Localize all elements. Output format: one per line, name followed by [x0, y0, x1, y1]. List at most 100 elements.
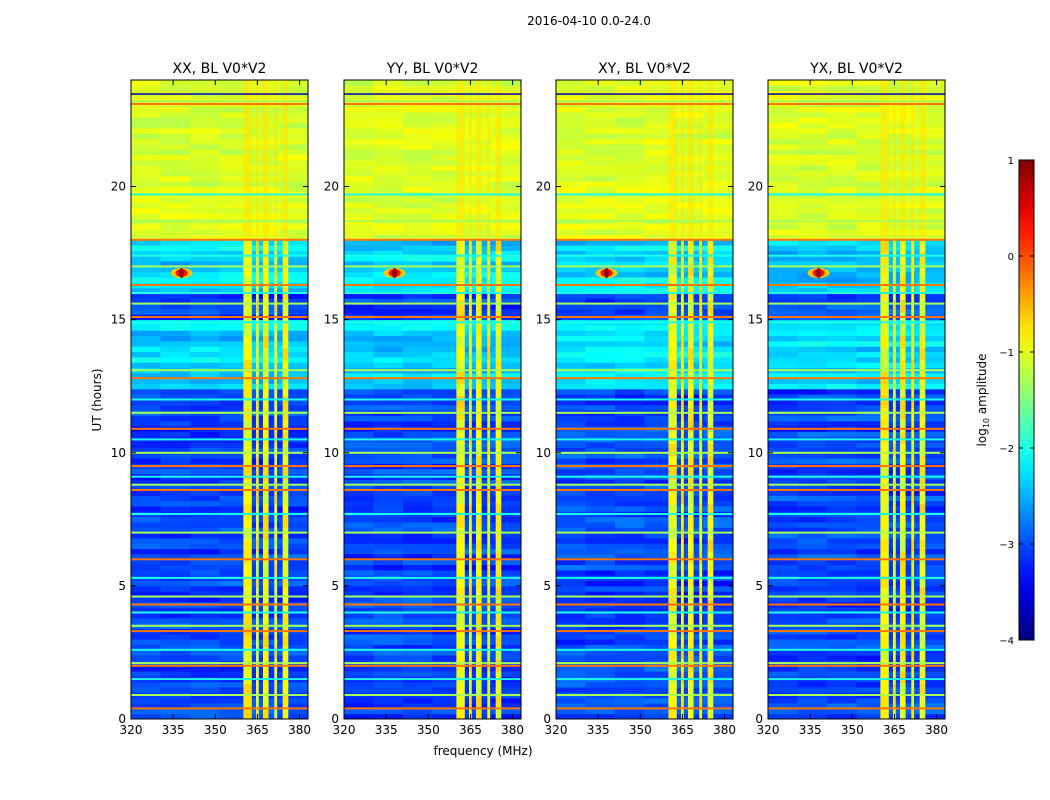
spectrogram-cell: [219, 197, 250, 203]
spectrogram-cell: [278, 261, 309, 267]
rfi-channel-block: [707, 335, 714, 349]
spectrogram-cell: [615, 394, 645, 400]
rfi-channel-block: [476, 299, 482, 313]
spectrogram-cell: [703, 181, 734, 187]
flag-line: [344, 411, 521, 414]
spectrogram-cell: [344, 665, 374, 672]
rfi-channel-block: [495, 671, 502, 684]
flag-line: [131, 630, 308, 633]
rfi-channel-block: [476, 467, 482, 480]
rfi-channel-block: [274, 395, 278, 408]
rfi-channel-block: [263, 563, 269, 576]
spectrogram-cell: [856, 665, 887, 672]
rfi-channel-block: [893, 587, 896, 600]
spectrogram-cell: [491, 346, 522, 353]
rfi-channel-block: [476, 551, 482, 564]
spectrogram-cell: [644, 479, 675, 486]
rfi-channel-block: [263, 263, 269, 277]
spectrogram-cell: [556, 388, 586, 395]
rfi-channel-block: [274, 431, 278, 444]
spectrogram-cell: [703, 532, 734, 539]
rfi-channel-block: [243, 347, 252, 361]
spectrogram-cell: [278, 346, 309, 353]
spectrogram-cell: [556, 175, 586, 182]
spectrogram-cell: [915, 522, 946, 528]
spectrogram-cell: [797, 133, 828, 140]
spectrogram-cell: [432, 447, 463, 454]
spectrogram-cell: [278, 527, 309, 534]
spectrogram-cell: [915, 527, 946, 534]
rfi-channel-block: [681, 611, 684, 624]
rfi-channel-block: [668, 635, 677, 648]
spectrogram-cell: [190, 383, 220, 390]
spectrogram-cell: [190, 644, 220, 651]
spectrogram-cell: [915, 117, 946, 124]
spectrogram-cell: [219, 388, 250, 395]
spectrogram-cell: [827, 633, 857, 640]
rfi-channel-block: [707, 347, 714, 361]
rfi-channel-block: [487, 539, 491, 552]
y-tick-label: 15: [748, 313, 763, 327]
spectrogram-cell: [403, 500, 433, 507]
spectrogram-cell: [797, 175, 828, 182]
spectrogram-cell: [219, 585, 250, 592]
spectrogram-cell: [615, 181, 645, 187]
spectrogram-cell: [615, 106, 645, 113]
spectrogram-cell: [432, 309, 463, 315]
spectrogram-cell: [585, 506, 616, 512]
spectrogram-cell: [915, 633, 946, 640]
spectrogram-cell: [827, 255, 857, 262]
spectrogram-cell: [797, 671, 828, 677]
spectrogram-cell: [219, 452, 250, 459]
spectrogram-cell: [491, 479, 522, 486]
spectrogram-cell: [615, 644, 645, 651]
spectrogram-cell: [703, 484, 734, 491]
spectrogram-cell: [160, 197, 191, 203]
spectrogram-cell: [615, 415, 645, 422]
rfi-channel-block: [263, 275, 269, 289]
rfi-channel-block: [495, 359, 502, 373]
spectrogram-cell: [556, 266, 586, 273]
spectrogram-cell: [644, 458, 675, 464]
flag-line: [131, 369, 308, 372]
spectrogram-cell: [373, 447, 404, 454]
rfi-channel-block: [911, 683, 915, 696]
spectrogram-cell: [615, 490, 645, 496]
rfi-channel-block: [282, 707, 289, 720]
spectrogram-cell: [491, 703, 522, 709]
spectrogram-cell: [432, 207, 463, 214]
spectrogram-cell: [344, 532, 374, 539]
rfi-channel-block: [919, 347, 926, 361]
spectrogram-cell: [644, 569, 675, 576]
spectrogram-cell: [403, 266, 433, 273]
spectrogram-cell: [432, 223, 463, 230]
rfi-channel-upper: [476, 80, 482, 240]
spectrogram-cell: [797, 639, 828, 645]
rfi-channel-block: [668, 707, 677, 720]
flag-line: [556, 611, 733, 614]
spectrogram-cell: [615, 596, 645, 603]
spectrogram-cell: [403, 330, 433, 337]
spectrogram-cell: [856, 532, 887, 539]
rfi-channel-upper: [668, 80, 677, 240]
spectrogram-cell: [585, 143, 616, 150]
rfi-channel-block: [880, 491, 889, 504]
spectrogram-cell: [491, 298, 522, 305]
spectrogram-cell: [856, 245, 887, 251]
spectrogram-cell: [915, 415, 946, 422]
rfi-channel-block: [476, 383, 482, 396]
spectrogram-cell: [278, 277, 309, 283]
spectrogram-cell: [491, 181, 522, 187]
rfi-channel-block: [263, 647, 269, 660]
spectrogram-cell: [131, 239, 161, 246]
spectrogram-cell: [219, 239, 250, 246]
rfi-channel-block: [688, 431, 694, 444]
spectrogram-cell: [827, 665, 857, 672]
spectrogram-cell: [432, 356, 463, 363]
rfi-channel-block: [469, 683, 472, 696]
rfi-channel-block: [456, 395, 465, 408]
rfi-channel-block: [699, 239, 703, 253]
spectrogram-cell: [768, 548, 798, 555]
spectrogram-cell: [131, 681, 161, 688]
spectrogram-cell: [403, 681, 433, 688]
